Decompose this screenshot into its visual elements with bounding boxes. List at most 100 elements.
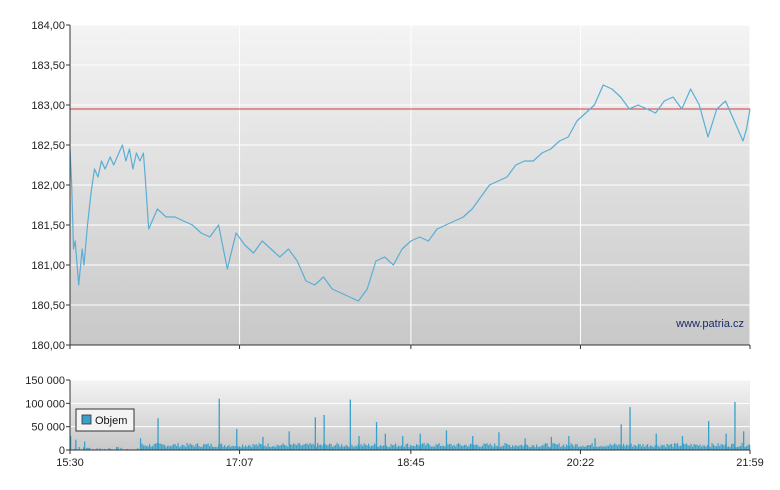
volume-bar [575,444,577,450]
volume-bar [599,446,601,450]
volume-spike-bar[interactable] [524,438,526,450]
volume-bar [240,447,242,450]
volume-bar [737,447,739,450]
volume-bar [441,445,443,450]
volume-bar [170,446,172,450]
volume-bar [488,445,490,450]
volume-spike-bar[interactable] [419,433,421,450]
volume-bar [348,447,350,450]
volume-bar [188,445,190,450]
volume-spike-bar[interactable] [236,429,238,450]
volume-spike-bar[interactable] [629,407,631,450]
volume-bar [444,446,446,450]
volume-spike-bar[interactable] [725,433,727,450]
volume-spike-bar[interactable] [472,436,474,450]
price-y-tick-label: 180,00 [31,340,65,352]
volume-bar [702,445,704,450]
volume-bar [735,447,737,450]
volume-bar [258,443,260,450]
volume-bar [506,443,508,450]
volume-bar [582,445,584,450]
volume-bar [368,443,370,450]
price-line[interactable] [69,84,751,302]
volume-spike-bar[interactable] [708,421,710,450]
volume-bar [428,443,430,450]
volume-bar [477,445,479,450]
volume-bar [371,445,373,450]
volume-bar [722,444,724,450]
volume-bar [459,444,461,450]
volume-bar [200,447,202,450]
volume-bar [317,443,319,450]
volume-bar [302,445,304,450]
volume-bar [423,443,425,450]
volume-spike-bar[interactable] [402,436,404,450]
volume-spike-bar[interactable] [288,431,290,450]
volume-bar [167,445,169,450]
volume-spike-bar[interactable] [594,438,596,450]
volume-bar [176,446,178,450]
volume-bar [663,444,665,450]
volume-spike-bar[interactable] [70,436,72,450]
legend-box [75,408,135,432]
volume-bar [674,443,676,450]
volume-bar [339,446,341,450]
volume-bar [162,444,164,450]
volume-bar [705,446,707,450]
volume-spike-bar[interactable] [139,438,142,450]
volume-bar [557,444,559,450]
volume-bar [614,443,616,450]
volume-bar [467,446,469,450]
volume-bar [480,446,482,450]
volume-bar [386,445,388,450]
volume-bar [387,447,389,450]
volume-spike-bar[interactable] [568,436,570,450]
volume-bar [585,446,587,450]
volume-spike-bar[interactable] [375,422,378,450]
volume-spike-bar[interactable] [655,433,657,450]
volume-spike-bar[interactable] [218,398,220,450]
volume-spike-bar[interactable] [157,418,159,450]
volume-spike-bar[interactable] [349,399,351,450]
volume-spike-bar[interactable] [681,436,684,450]
volume-bar [153,444,155,450]
volume-spike-bar[interactable] [384,433,386,450]
volume-spike-bar[interactable] [75,439,77,450]
volume-bar [366,445,368,450]
volume-bar [209,446,211,450]
volume-bar [150,446,152,450]
volume-bar [390,444,392,450]
volume-spike-bar[interactable] [323,415,325,450]
volume-spike-bar[interactable] [262,436,264,450]
volume-spike-bar[interactable] [84,441,86,450]
volume-bar [482,445,484,450]
volume-bar [434,446,436,450]
volume-spike-bar[interactable] [734,401,736,450]
volume-bar [357,444,359,450]
volume-bar [401,445,403,450]
volume-spike-bar[interactable] [550,436,552,450]
volume-spike-bar[interactable] [358,436,360,450]
volume-spike-bar[interactable] [620,424,622,450]
volume-bar [452,446,454,450]
watermark[interactable]: www.patria.cz [675,318,744,330]
volume-spike-bar[interactable] [743,431,745,450]
volume-bar [410,444,412,450]
volume-bar [720,444,722,450]
volume-bar [191,444,193,450]
volume-bar [453,444,455,450]
volume-bar [87,447,89,450]
volume-spike-bar[interactable] [498,432,500,450]
volume-bar [180,445,182,450]
volume-bar [294,444,296,450]
volume-bar [420,444,422,450]
x-tick-label: 21:59 [736,457,764,469]
volume-bar [461,445,463,450]
volume-bar [164,444,166,450]
volume-bar [711,443,713,450]
volume-spike-bar[interactable] [314,417,316,450]
volume-spike-bar[interactable] [445,430,448,450]
volume-bar [392,445,394,450]
volume-bar [714,446,716,450]
volume-bar [563,444,565,450]
